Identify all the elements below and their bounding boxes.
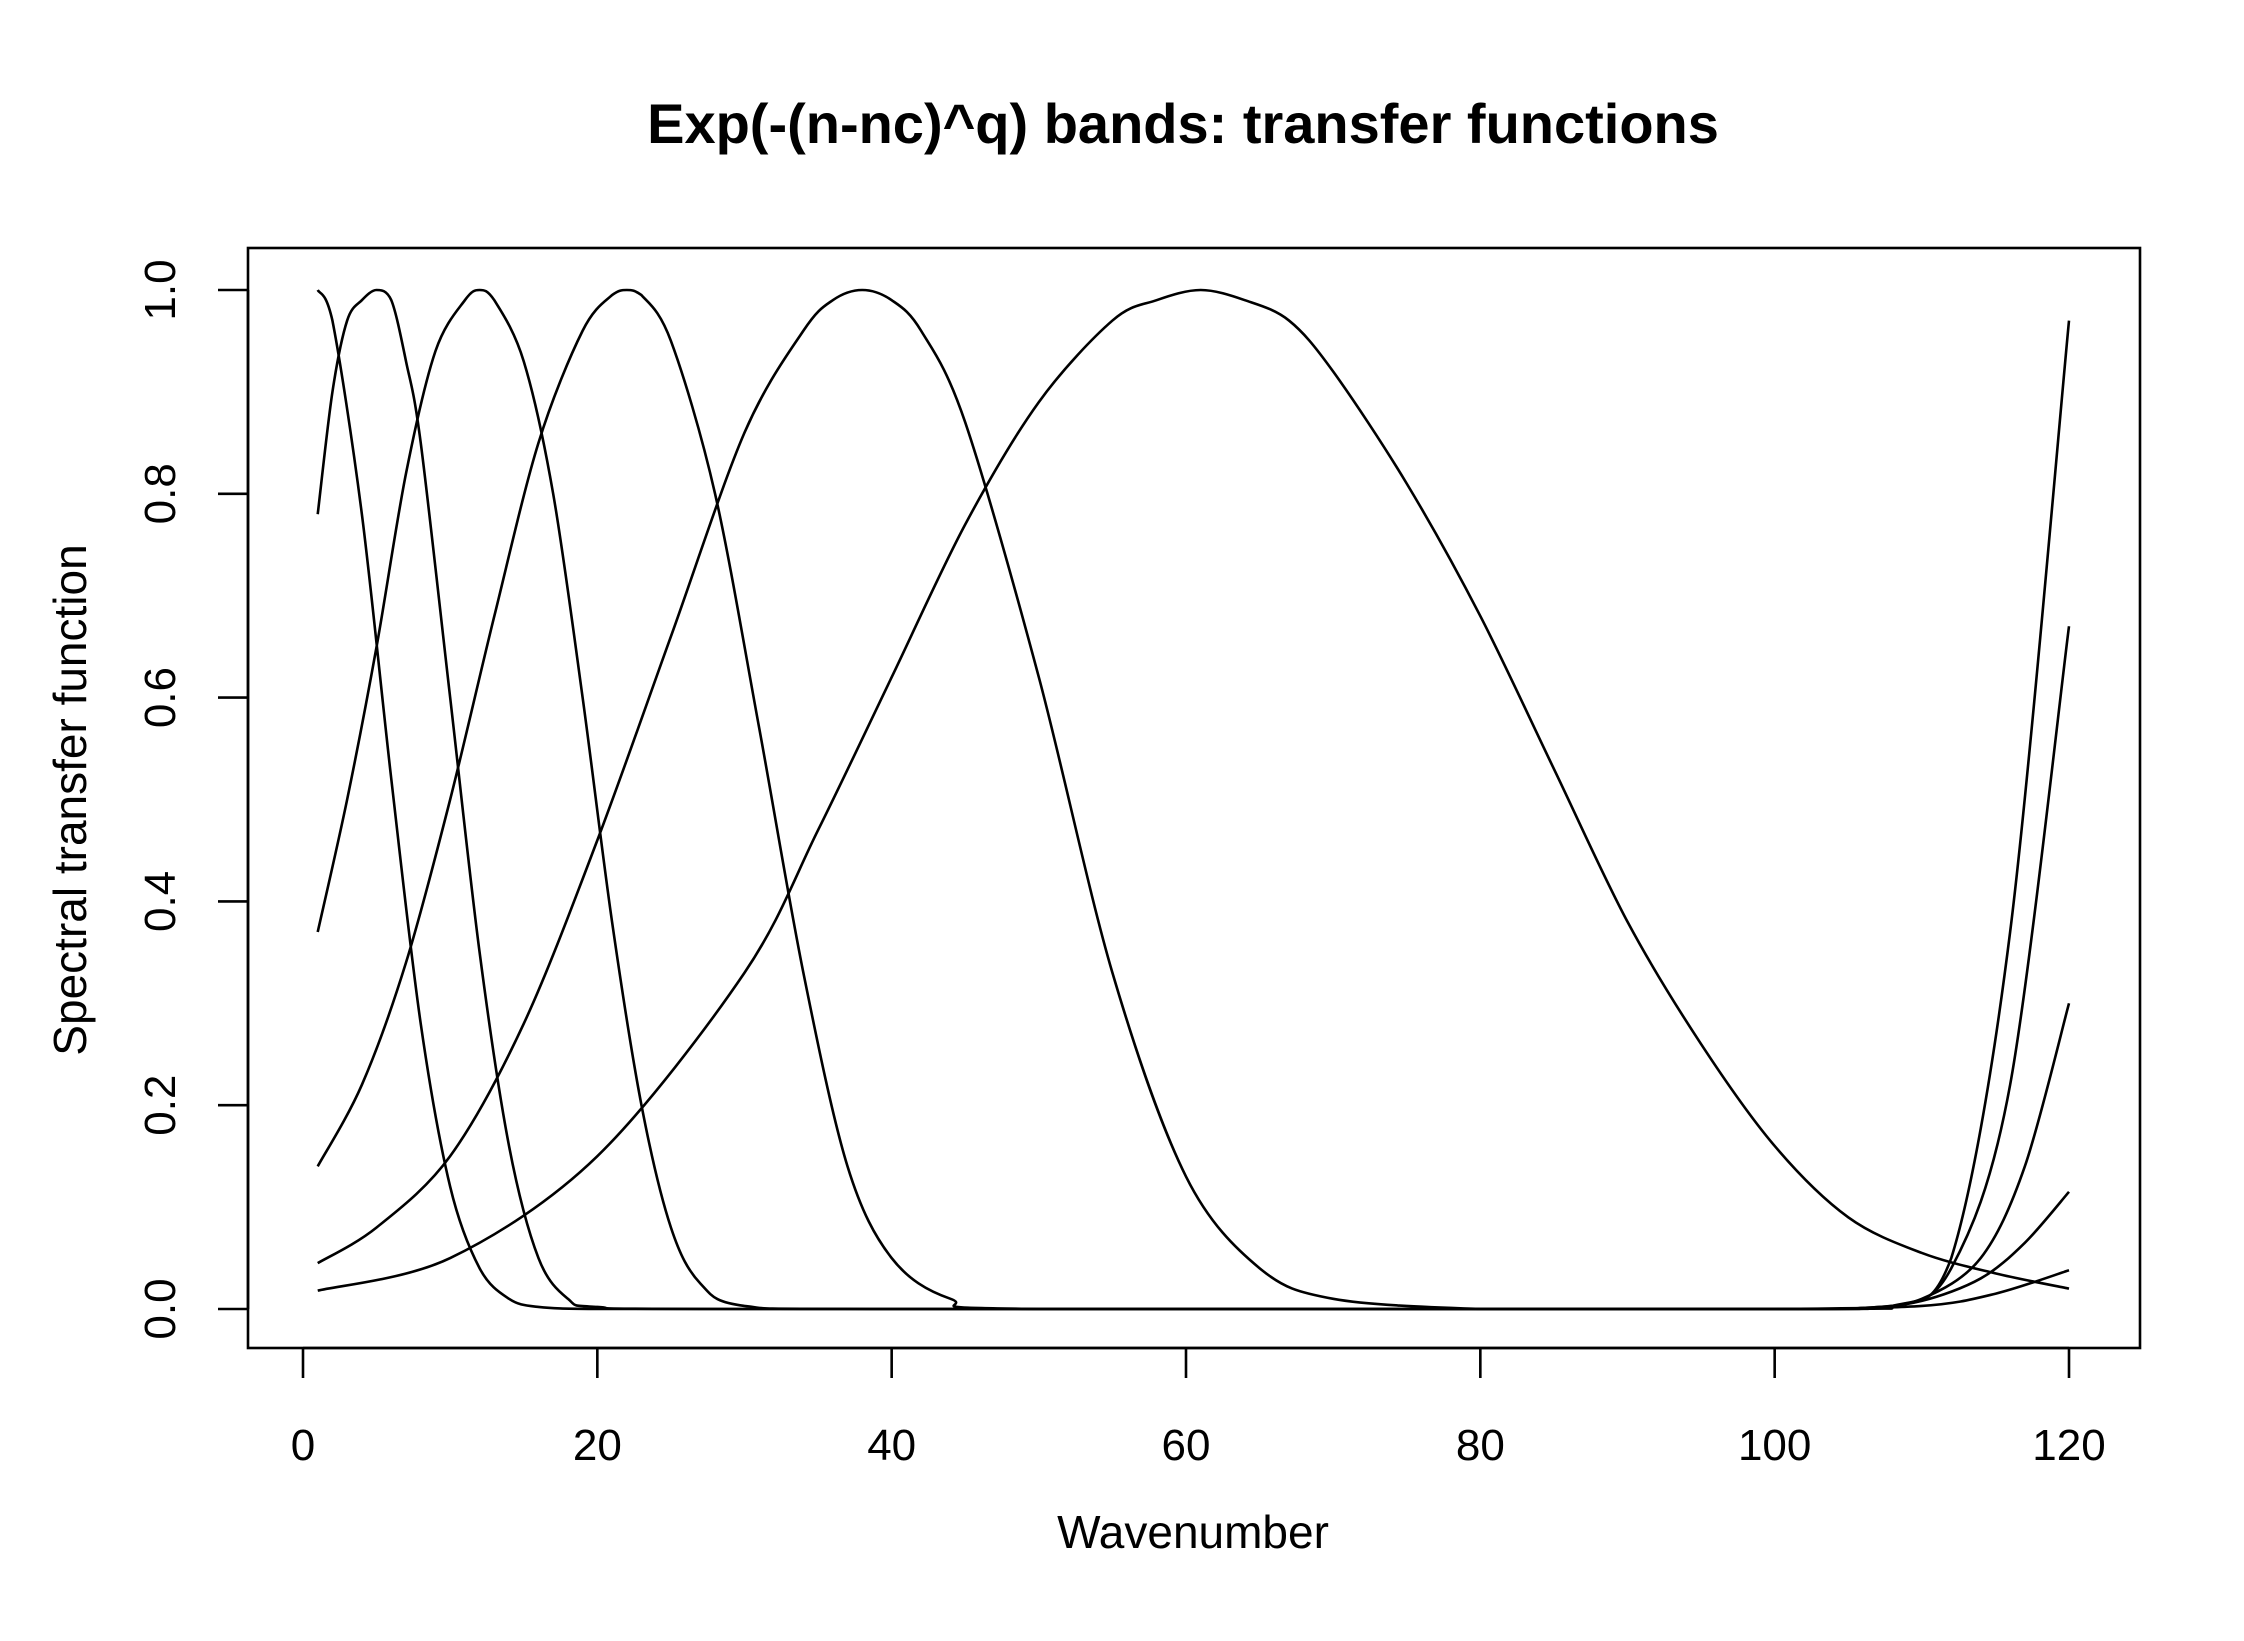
x-tick-label: 20 [573,1421,622,1470]
x-tick-label: 80 [1456,1421,1505,1470]
x-axis-label: Wavenumber [1057,1506,1329,1558]
curve-band-2 [316,288,2071,1311]
curve-band-1 [316,289,2071,1311]
curve-band-3 [316,288,2071,1311]
y-tick-label: 0.0 [136,1278,185,1339]
y-tick-label: 0.4 [136,871,185,932]
plot-frame [246,246,2142,1350]
x-tick-label: 100 [1738,1421,1811,1470]
y-tick-label: 0.2 [136,1075,185,1136]
curve-band-6 [317,288,2070,1292]
chart-title: Exp(-(n-nc)^q) bands: transfer functions [647,92,1719,155]
x-tick-label: 120 [2032,1421,2105,1470]
y-tick-label: 0.6 [136,667,185,728]
curves-group [316,288,2071,1311]
y-axis-ticks: 0.0 0.2 0.4 0.6 0.8 1.0 [136,259,248,1340]
x-tick-label: 60 [1162,1421,1211,1470]
x-tick-label: 0 [291,1421,315,1470]
curve-band-5 [317,288,2070,1311]
x-axis-ticks: 0 20 40 60 80 100 120 [291,1348,2106,1470]
x-tick-label: 40 [867,1421,916,1470]
curve-band-4 [316,288,2070,1311]
y-axis-label: Spectral transfer function [44,544,96,1055]
y-tick-label: 1.0 [136,259,185,320]
y-tick-label: 0.8 [136,463,185,524]
